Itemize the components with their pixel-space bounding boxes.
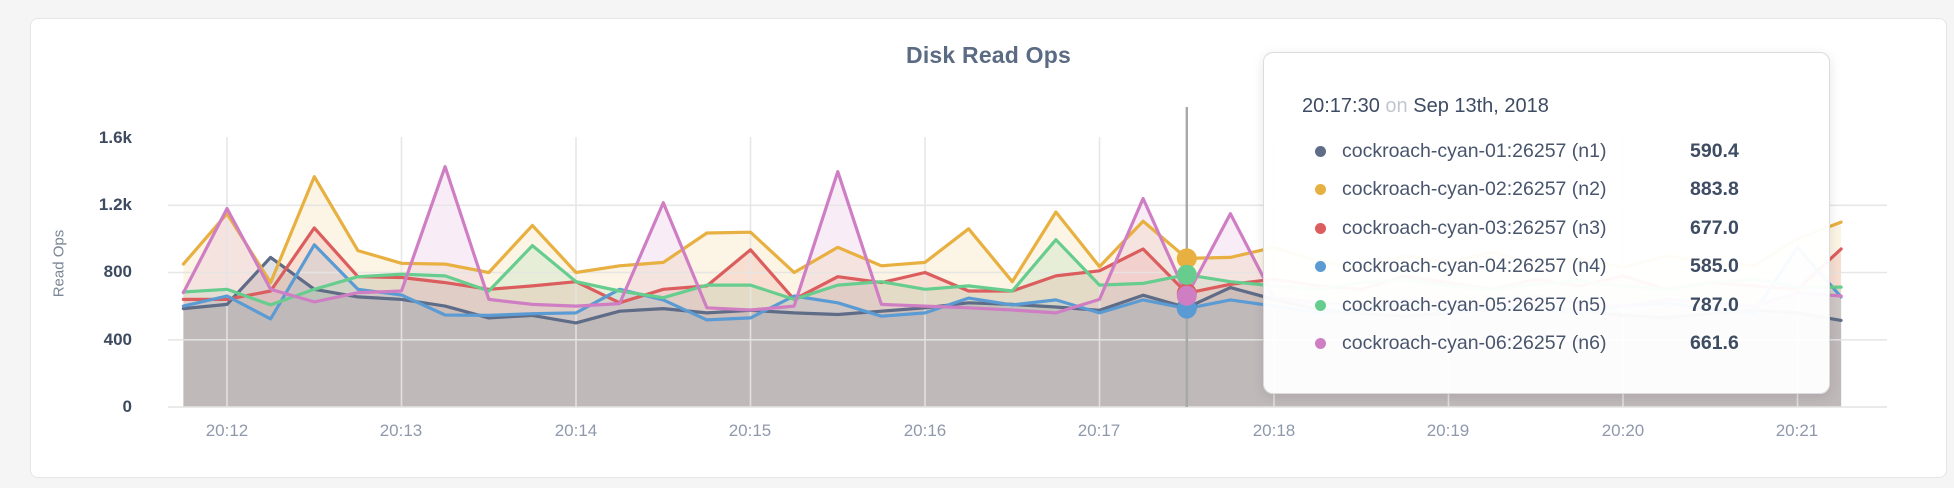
- series-value: 661.6: [1690, 332, 1739, 355]
- tooltip-on-word: on: [1385, 95, 1408, 117]
- x-tick-label: 20:16: [903, 421, 947, 440]
- tooltip-time: 20:17:30: [1302, 95, 1380, 117]
- series-label: cockroach-cyan-03:26257 (n3): [1342, 216, 1607, 239]
- x-tick-label: 20:20: [1601, 421, 1645, 440]
- x-tick-label: 20:17: [1077, 421, 1121, 440]
- x-tick-label: 20:21: [1775, 421, 1819, 440]
- x-tick-label: 20:12: [205, 421, 249, 440]
- series-value: 585.0: [1690, 255, 1739, 278]
- series-value: 677.0: [1690, 216, 1739, 239]
- tooltip-row: cockroach-cyan-06:26257 (n6) 661.6: [1302, 325, 1805, 364]
- series-dot-icon: [1315, 338, 1326, 350]
- series-dot-icon: [1315, 299, 1326, 311]
- x-tick-label: 20:18: [1252, 421, 1296, 440]
- y-tick-label: 800: [103, 262, 132, 281]
- series-dot-icon: [1315, 145, 1326, 157]
- tooltip-row: cockroach-cyan-03:26257 (n3) 677.0: [1302, 209, 1805, 248]
- y-tick-label: 1.6k: [98, 128, 132, 147]
- x-tick-label: 20:13: [379, 421, 423, 440]
- tooltip-date: Sep 13th, 2018: [1413, 95, 1549, 117]
- tooltip-row: cockroach-cyan-01:26257 (n1) 590.4: [1302, 132, 1805, 171]
- series-dot-icon: [1315, 222, 1326, 234]
- y-tick-label: 400: [103, 330, 132, 349]
- series-label: cockroach-cyan-01:26257 (n1): [1342, 139, 1607, 162]
- tooltip-row: cockroach-cyan-02:26257 (n2) 883.8: [1302, 171, 1805, 210]
- tooltip-row: cockroach-cyan-05:26257 (n5) 787.0: [1302, 286, 1805, 325]
- series-dot-icon: [1315, 261, 1326, 273]
- series-value: 883.8: [1690, 178, 1739, 201]
- y-tick-label: 1.2k: [98, 195, 132, 214]
- x-tick-label: 20:15: [728, 421, 772, 440]
- tooltip-header: 20:17:30 on Sep 13th, 2018: [1302, 93, 1805, 119]
- hover-tooltip: 20:17:30 on Sep 13th, 2018 cockroach-cya…: [1263, 52, 1830, 394]
- x-tick-label: 20:14: [554, 421, 598, 440]
- series-value: 590.4: [1690, 139, 1739, 162]
- series-label: cockroach-cyan-04:26257 (n4): [1342, 255, 1607, 278]
- series-label: cockroach-cyan-06:26257 (n6): [1342, 332, 1607, 355]
- y-tick-label: 0: [122, 397, 132, 416]
- series-label: cockroach-cyan-02:26257 (n2): [1342, 178, 1607, 201]
- chart-title: Disk Read Ops: [906, 42, 1071, 68]
- tooltip-row: cockroach-cyan-04:26257 (n4) 585.0: [1302, 248, 1805, 287]
- series-dot-icon: [1315, 184, 1326, 196]
- series-label: cockroach-cyan-05:26257 (n5): [1342, 293, 1607, 316]
- series-value: 787.0: [1690, 293, 1739, 316]
- x-tick-label: 20:19: [1426, 421, 1470, 440]
